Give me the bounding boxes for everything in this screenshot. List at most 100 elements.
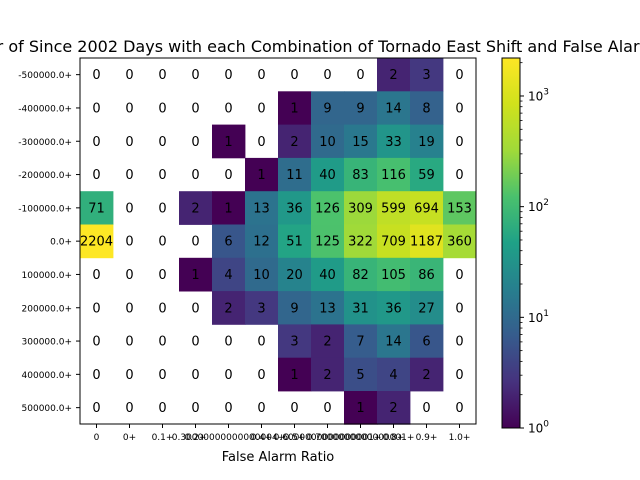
cell-value-label: 1	[356, 401, 364, 416]
heatmap-cell	[377, 357, 411, 392]
cell-value-label: 709	[381, 235, 406, 250]
cell-value-label: 14	[385, 101, 402, 116]
cell-value-label: 6	[224, 235, 232, 250]
cell-value-label: 0	[125, 168, 133, 183]
x-axis-ticks: 0 0+ 0.1+ 0.2+0.30000000000000004+0.4+ 0.5+0…	[94, 424, 470, 443]
cell-value-label: 0	[191, 135, 199, 150]
cell-value-label: 1187	[410, 235, 443, 250]
heatmap-cell	[344, 191, 378, 225]
cell-value-label: 2	[290, 135, 298, 150]
cell-value-label: 0	[158, 201, 166, 216]
colorbar-tick-label: 100	[528, 420, 549, 436]
cell-value-label: 0	[191, 168, 199, 183]
cell-value-label: 3	[290, 335, 298, 350]
cell-value-label: 33	[385, 135, 402, 150]
cell-value-label: 0	[125, 335, 133, 350]
cell-value-label: 9	[323, 101, 331, 116]
x-tick-label: 0.1+	[152, 433, 174, 443]
heatmap-cell	[344, 391, 378, 425]
heatmap-cell	[377, 324, 411, 359]
heatmap-cell	[377, 391, 411, 425]
cell-value-label: 0	[158, 268, 166, 283]
cell-value-label: 0	[323, 401, 331, 416]
heatmap-cell	[377, 257, 411, 292]
cell-value-label: 0	[257, 401, 265, 416]
heatmap-cell	[245, 157, 279, 192]
x-tick-label: 0.4+	[251, 433, 273, 443]
heatmap-cell	[344, 324, 378, 359]
cell-value-label: 1	[257, 168, 265, 183]
heatmap-cell	[278, 257, 312, 292]
cell-value-label: 2	[191, 201, 199, 216]
colorbar-tick-label: 103	[528, 87, 549, 103]
cell-value-label: 125	[315, 235, 340, 250]
heatmap-cell	[212, 191, 246, 225]
cell-value-label: 0	[92, 401, 100, 416]
cell-value-label: 360	[447, 235, 472, 250]
heatmap-cell	[212, 124, 246, 159]
cell-value-label: 0	[92, 68, 100, 83]
cell-value-label: 0	[92, 368, 100, 383]
cell-value-label: 9	[356, 101, 364, 116]
cell-value-label: 0	[158, 68, 166, 83]
cell-value-label: 0	[158, 335, 166, 350]
cell-value-label: 0	[224, 368, 232, 383]
y-tick-label: 0.0+	[50, 238, 72, 248]
cell-value-label: 3	[257, 301, 265, 316]
heatmap-cell	[377, 124, 411, 159]
cell-value-label: 40	[319, 168, 336, 183]
cell-value-label: 0	[92, 301, 100, 316]
heatmap-cell	[311, 324, 345, 359]
x-axis-label: False Alarm Ratio	[222, 450, 335, 465]
cell-value-label: 116	[381, 168, 406, 183]
cell-value-label: 2	[224, 301, 232, 316]
heatmap-cell	[311, 291, 345, 325]
cell-value-label: 86	[418, 268, 435, 283]
cell-value-label: 0	[257, 68, 265, 83]
heatmap-cell	[344, 124, 378, 159]
heatmap-cell	[377, 191, 411, 225]
cell-value-label: 0	[158, 135, 166, 150]
heatmap-cell	[179, 257, 213, 292]
heatmap-cell	[410, 291, 444, 325]
heatmap-cell	[278, 91, 312, 125]
y-tick-label: 200000.0+	[22, 304, 72, 314]
cell-value-label: 71	[88, 201, 105, 216]
cell-value-label: 0	[191, 335, 199, 350]
chart-title: Number of Since 2002 Days with each Comb…	[0, 37, 640, 56]
cell-value-label: 82	[352, 268, 369, 283]
x-tick-label: 0.5+	[284, 433, 306, 443]
cell-value-label: 2	[389, 401, 397, 416]
cell-value-label: 0	[92, 168, 100, 183]
cell-value-label: 0	[125, 268, 133, 283]
cell-value-label: 0	[92, 101, 100, 116]
cell-value-label: 0	[191, 68, 199, 83]
heatmap-cell	[377, 291, 411, 325]
y-tick-label: 400000.0+	[22, 371, 72, 381]
heatmap-cell	[377, 224, 411, 259]
cell-value-label: 2	[389, 68, 397, 83]
cell-value-label: 0	[224, 68, 232, 83]
y-tick-label: 100000.0+	[22, 271, 72, 281]
heatmap-cell	[80, 224, 114, 259]
cell-value-label: 126	[315, 201, 340, 216]
heatmap-cell	[344, 257, 378, 292]
heatmap-cell	[410, 224, 444, 259]
cell-value-label: 0	[356, 68, 364, 83]
colorbar-tick-label: 102	[528, 198, 549, 214]
cell-value-label: 0	[125, 368, 133, 383]
cell-value-label: 15	[352, 135, 369, 150]
cell-value-label: 0	[158, 235, 166, 250]
cell-value-label: 0	[125, 68, 133, 83]
heatmap-cell	[311, 257, 345, 292]
cell-value-label: 9	[290, 301, 298, 316]
y-tick-label: -400000.0+	[18, 104, 72, 114]
cell-value-label: 322	[348, 235, 373, 250]
cell-value-label: 4	[224, 268, 232, 283]
y-tick-label: -300000.0+	[18, 138, 72, 148]
x-tick-label: 0.30000000000000004+	[172, 433, 285, 443]
cell-value-label: 1	[224, 135, 232, 150]
x-tick-label: 0+	[123, 433, 136, 443]
cell-value-label: 0	[257, 335, 265, 350]
heatmap-cell	[245, 257, 279, 292]
